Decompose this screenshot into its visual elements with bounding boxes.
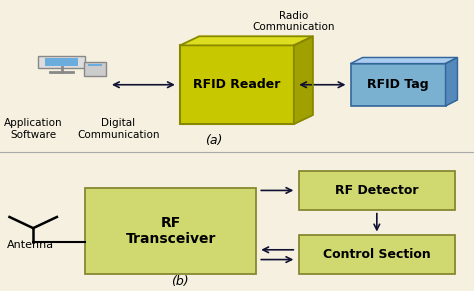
Text: Control Section: Control Section bbox=[323, 248, 431, 261]
Text: Radio
Communication: Radio Communication bbox=[253, 10, 335, 32]
Text: RF Detector: RF Detector bbox=[335, 184, 419, 197]
Text: Application
Software: Application Software bbox=[4, 118, 63, 140]
FancyBboxPatch shape bbox=[180, 45, 294, 124]
FancyBboxPatch shape bbox=[38, 56, 85, 68]
Polygon shape bbox=[446, 58, 457, 106]
Text: (b): (b) bbox=[171, 275, 189, 288]
FancyBboxPatch shape bbox=[299, 235, 455, 274]
Text: RFID Reader: RFID Reader bbox=[193, 78, 281, 91]
Polygon shape bbox=[294, 36, 313, 124]
Text: Antenna: Antenna bbox=[7, 240, 55, 250]
FancyBboxPatch shape bbox=[84, 62, 106, 76]
Polygon shape bbox=[180, 36, 313, 45]
Text: RF
Transceiver: RF Transceiver bbox=[126, 216, 216, 246]
FancyBboxPatch shape bbox=[88, 63, 102, 66]
Text: RFID Tag: RFID Tag bbox=[367, 78, 429, 91]
FancyBboxPatch shape bbox=[85, 188, 256, 274]
FancyBboxPatch shape bbox=[351, 63, 446, 106]
FancyBboxPatch shape bbox=[45, 58, 78, 66]
Polygon shape bbox=[351, 58, 457, 63]
FancyBboxPatch shape bbox=[299, 171, 455, 210]
Text: (a): (a) bbox=[205, 134, 222, 147]
Text: Digital
Communication: Digital Communication bbox=[77, 118, 160, 140]
